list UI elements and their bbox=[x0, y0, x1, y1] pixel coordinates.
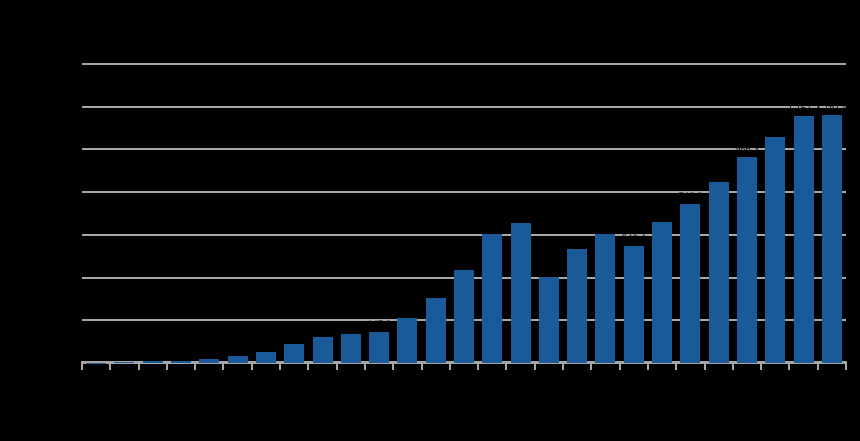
bar bbox=[567, 248, 588, 363]
x-axis-tick bbox=[420, 361, 423, 370]
x-axis-tick bbox=[477, 361, 480, 370]
gridline bbox=[82, 63, 846, 65]
x-axis-tick bbox=[137, 361, 140, 370]
bar-value-label: 606.1 bbox=[593, 220, 618, 232]
x-axis-tick bbox=[307, 361, 310, 370]
bar bbox=[821, 114, 842, 363]
x-axis-tick bbox=[816, 361, 819, 370]
bar-value-label: 847.1 bbox=[706, 169, 731, 181]
bar-value-label: 546.4 bbox=[621, 233, 646, 245]
gridline bbox=[82, 233, 846, 236]
bar-value-label: 33.9 bbox=[228, 342, 247, 354]
bar-value-label: 2.1 bbox=[89, 349, 103, 361]
bar bbox=[765, 136, 786, 363]
x-axis-tick bbox=[505, 361, 508, 370]
bar-value-label: 19.4 bbox=[200, 345, 219, 357]
x-axis-tick bbox=[363, 361, 366, 370]
x-axis-tick bbox=[165, 361, 168, 370]
bar bbox=[708, 182, 729, 363]
x-axis-tick bbox=[250, 361, 253, 370]
bar-value-label: 147.2 bbox=[367, 318, 391, 330]
x-axis-tick bbox=[760, 361, 763, 370]
x-axis-tick bbox=[335, 361, 338, 370]
bar-value-label: 123.8 bbox=[310, 323, 335, 335]
bar-value-label: 604.6 bbox=[480, 220, 505, 232]
x-axis-tick bbox=[109, 361, 112, 370]
bar-value-label: 6.8 bbox=[117, 348, 132, 360]
bar bbox=[510, 223, 531, 363]
bar bbox=[171, 361, 192, 363]
bar-value-label: 654.4 bbox=[508, 210, 533, 222]
x-axis-tick bbox=[618, 361, 621, 370]
x-axis-tick bbox=[845, 361, 847, 370]
gridline bbox=[82, 148, 846, 151]
x-axis-tick bbox=[448, 361, 451, 370]
bar bbox=[227, 355, 248, 363]
bar-value-label: 50.1 bbox=[256, 339, 276, 351]
x-axis-tick bbox=[392, 361, 395, 370]
bar-value-label: 1,161.9 bbox=[815, 101, 848, 113]
bar bbox=[482, 233, 503, 363]
bar bbox=[397, 317, 418, 363]
bar bbox=[340, 334, 361, 363]
x-axis-tick bbox=[788, 361, 791, 370]
bar-value-label: 966.3 bbox=[735, 143, 759, 155]
x-axis-tick bbox=[675, 361, 678, 370]
x-axis-tick bbox=[81, 361, 83, 370]
x-axis-tick bbox=[533, 361, 536, 370]
bar-value-label: 9.6 bbox=[146, 347, 160, 359]
bar bbox=[595, 233, 616, 363]
bar bbox=[736, 156, 757, 363]
x-axis-tick bbox=[590, 361, 593, 370]
x-axis-tick bbox=[194, 361, 197, 370]
bar bbox=[114, 361, 135, 363]
x-axis-tick bbox=[222, 361, 225, 370]
bar-value-label: 87.8 bbox=[284, 331, 304, 343]
bar-value-label: 742.3 bbox=[678, 191, 703, 203]
gridline bbox=[82, 191, 846, 194]
bar-value-label: 1,157.2 bbox=[787, 102, 820, 114]
bar bbox=[652, 221, 673, 363]
bar bbox=[623, 246, 644, 363]
bar-value-label: 302.1 bbox=[423, 285, 448, 297]
bar bbox=[284, 344, 305, 363]
bar bbox=[425, 298, 446, 363]
bar bbox=[199, 358, 220, 363]
plot-area: 2.1 6.8 9.6 8.7 19.4 33.9 50.1 87.8 123.8 134.9 14… bbox=[81, 63, 848, 370]
x-axis-tick bbox=[562, 361, 565, 370]
bar-value-label: 212.9 bbox=[395, 304, 420, 316]
bar-value-label: 437.0 bbox=[452, 256, 476, 268]
bar bbox=[680, 204, 701, 363]
x-axis-tick bbox=[731, 361, 734, 370]
bar bbox=[369, 331, 390, 363]
bar-value-label: 402.6 bbox=[536, 264, 561, 276]
bar-value-label: 8.7 bbox=[174, 348, 188, 360]
bar bbox=[793, 115, 814, 363]
bar-value-label: 1,060.4 bbox=[759, 123, 792, 135]
bar-value-label: 534.2 bbox=[565, 235, 590, 247]
bar bbox=[255, 352, 276, 363]
x-axis-tick bbox=[703, 361, 706, 370]
bar-value-label: 661.0 bbox=[650, 208, 674, 220]
x-axis-tick bbox=[279, 361, 282, 370]
bar-value-label: 134.9 bbox=[338, 321, 363, 333]
bar bbox=[312, 336, 333, 363]
bar bbox=[538, 277, 559, 363]
gridline bbox=[82, 105, 846, 108]
x-axis-tick bbox=[646, 361, 649, 370]
bar bbox=[454, 269, 474, 363]
bar bbox=[142, 360, 163, 363]
